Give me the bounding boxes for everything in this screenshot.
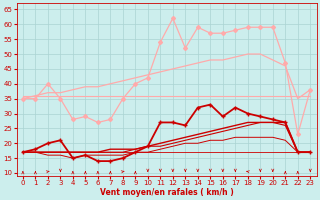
X-axis label: Vent moyen/en rafales ( km/h ): Vent moyen/en rafales ( km/h )	[100, 188, 234, 197]
